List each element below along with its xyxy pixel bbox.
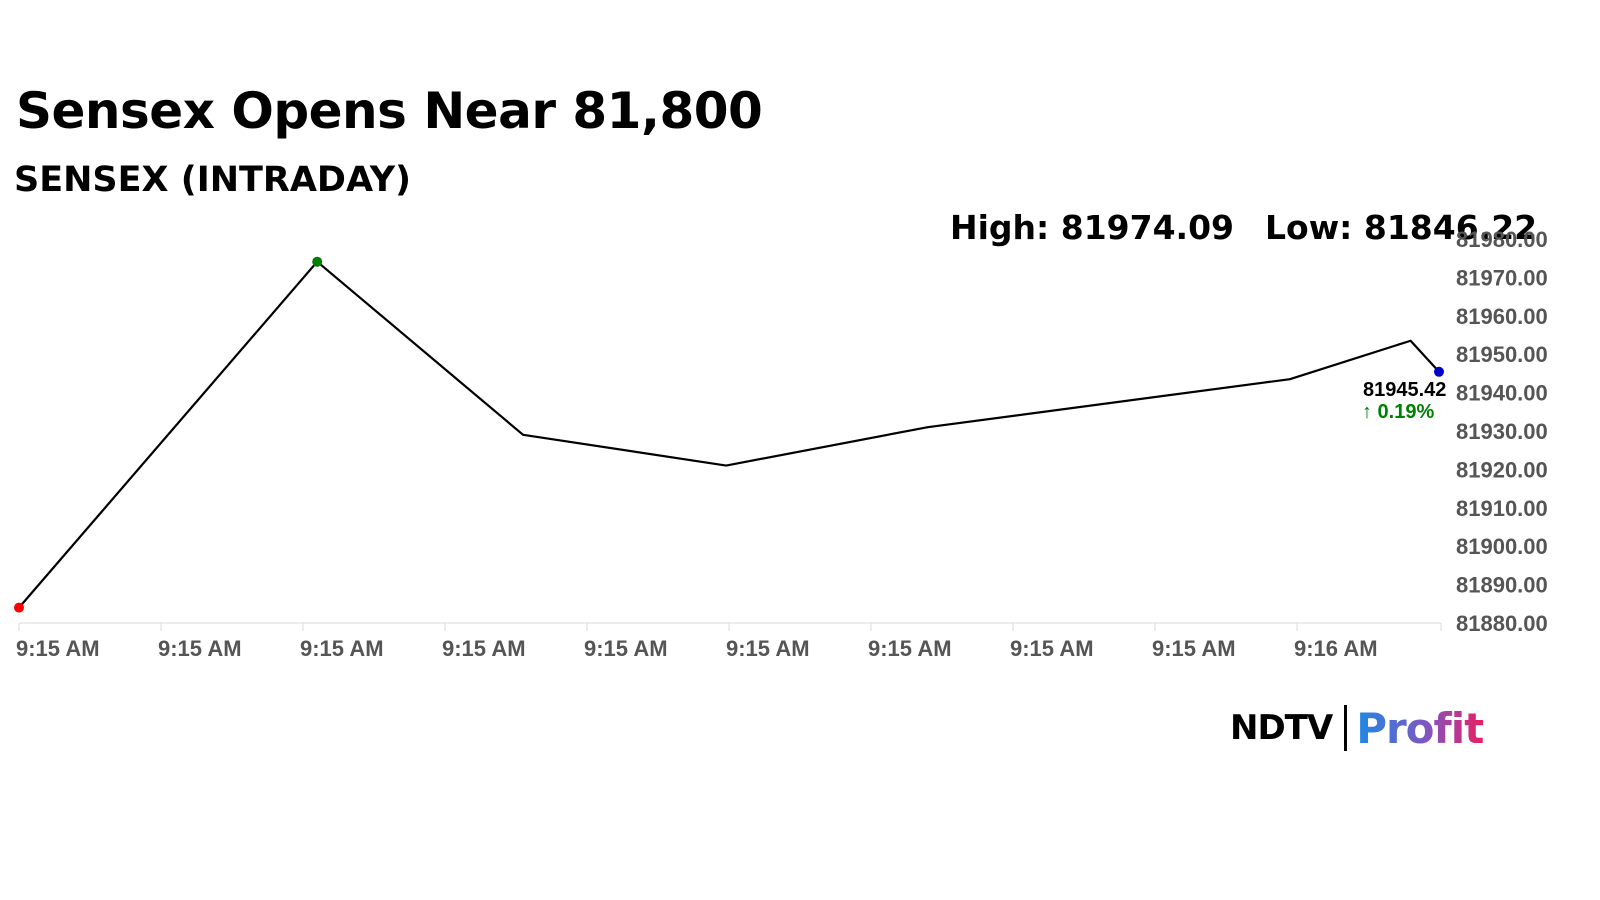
y-tick-label: 81880.00 — [1456, 611, 1548, 636]
x-tick-label: 9:16 AM — [1294, 636, 1378, 661]
x-tick-label: 9:15 AM — [1152, 636, 1236, 661]
logo-divider — [1344, 705, 1348, 751]
y-tick-label: 81930.00 — [1456, 419, 1548, 444]
high-value-label: High: 81974.09 — [950, 208, 1234, 247]
chart-title: Sensex Opens Near 81,800 — [16, 82, 763, 140]
last-value-label: 81945.42 — [1363, 379, 1446, 401]
x-tick-label: 9:15 AM — [442, 636, 526, 661]
x-tick-label: 9:15 AM — [158, 636, 242, 661]
chart-subtitle: SENSEX (INTRADAY) — [14, 160, 412, 200]
y-tick-label: 81980.00 — [1456, 227, 1548, 252]
y-tick-label: 81940.00 — [1456, 381, 1548, 406]
x-tick-label: 9:15 AM — [726, 636, 810, 661]
logo-profit-text: Profit — [1356, 703, 1484, 753]
x-tick-label: 9:15 AM — [868, 636, 952, 661]
y-tick-label: 81920.00 — [1456, 457, 1548, 482]
low-value-label: Low: 81846.22 — [1265, 208, 1538, 247]
y-tick-label: 81960.00 — [1456, 304, 1548, 329]
y-tick-label: 81900.00 — [1456, 534, 1548, 559]
y-tick-label: 81890.00 — [1456, 573, 1548, 598]
x-tick-label: 9:15 AM — [300, 636, 384, 661]
y-tick-label: 81970.00 — [1456, 265, 1548, 290]
price-marker — [312, 256, 323, 267]
y-tick-label: 81950.00 — [1456, 342, 1548, 367]
y-axis: 81880.00 81890.00 81900.00 81910.00 81920.00… — [1456, 227, 1548, 636]
price-marker — [1434, 366, 1444, 377]
logo-ndtv-text: NDTV — [1230, 708, 1333, 748]
x-tick-label: 9:15 AM — [1010, 636, 1094, 661]
x-tick-label: 9:15 AM — [16, 636, 100, 661]
price-marker — [14, 602, 24, 613]
series-layer — [14, 256, 1444, 613]
annotations-layer: 81945.42↑ 0.19% — [1362, 379, 1446, 423]
ndtv-profit-logo: NDTV Profit — [1230, 702, 1484, 754]
x-axis: 9:15 AM 9:15 AM 9:15 AM 9:15 AM 9:15 AM 9:15 … — [16, 622, 1442, 661]
price-line — [18, 260, 1440, 609]
y-tick-label: 81910.00 — [1456, 496, 1548, 521]
x-tick-label: 9:15 AM — [584, 636, 668, 661]
change-percent-label: ↑ 0.19% — [1362, 401, 1434, 423]
